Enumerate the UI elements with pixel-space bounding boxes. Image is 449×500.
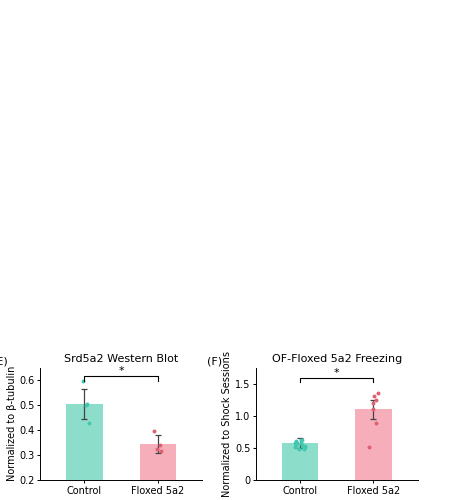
Point bbox=[365, 442, 373, 450]
Point bbox=[375, 389, 382, 397]
Point bbox=[294, 438, 301, 446]
Y-axis label: Normalized to Shock Sessions: Normalized to Shock Sessions bbox=[222, 351, 232, 497]
Point bbox=[301, 442, 308, 450]
Point bbox=[373, 420, 380, 428]
Bar bbox=[355, 410, 392, 480]
Text: *: * bbox=[334, 368, 339, 378]
Point bbox=[300, 444, 308, 452]
Point bbox=[150, 427, 157, 435]
Point bbox=[79, 377, 87, 385]
Point bbox=[86, 418, 93, 426]
Bar bbox=[66, 404, 103, 480]
Point bbox=[293, 440, 300, 448]
Point bbox=[299, 440, 306, 448]
Bar bbox=[282, 443, 318, 480]
Point bbox=[291, 440, 299, 448]
Point bbox=[293, 438, 300, 446]
Point bbox=[157, 447, 164, 455]
Point bbox=[297, 436, 304, 444]
Title: OF-Floxed 5a2 Freezing: OF-Floxed 5a2 Freezing bbox=[272, 354, 402, 364]
Bar bbox=[140, 444, 176, 480]
Text: (E): (E) bbox=[0, 356, 8, 366]
Y-axis label: Normalized to β-tubulin: Normalized to β-tubulin bbox=[7, 366, 17, 482]
Point bbox=[292, 442, 299, 450]
Point bbox=[297, 438, 304, 446]
Point bbox=[301, 442, 308, 450]
Point bbox=[299, 436, 306, 444]
Point bbox=[82, 401, 89, 409]
Text: (F): (F) bbox=[207, 356, 223, 366]
Point bbox=[295, 445, 302, 453]
Point bbox=[157, 441, 164, 449]
Point bbox=[83, 400, 90, 408]
Point bbox=[372, 396, 379, 404]
Title: Srd5a2 Western Blot: Srd5a2 Western Blot bbox=[64, 354, 178, 364]
Point bbox=[300, 443, 307, 451]
Point bbox=[369, 406, 376, 413]
Point bbox=[154, 445, 161, 453]
Point bbox=[370, 392, 378, 400]
Point bbox=[370, 399, 377, 407]
Text: *: * bbox=[119, 366, 124, 376]
